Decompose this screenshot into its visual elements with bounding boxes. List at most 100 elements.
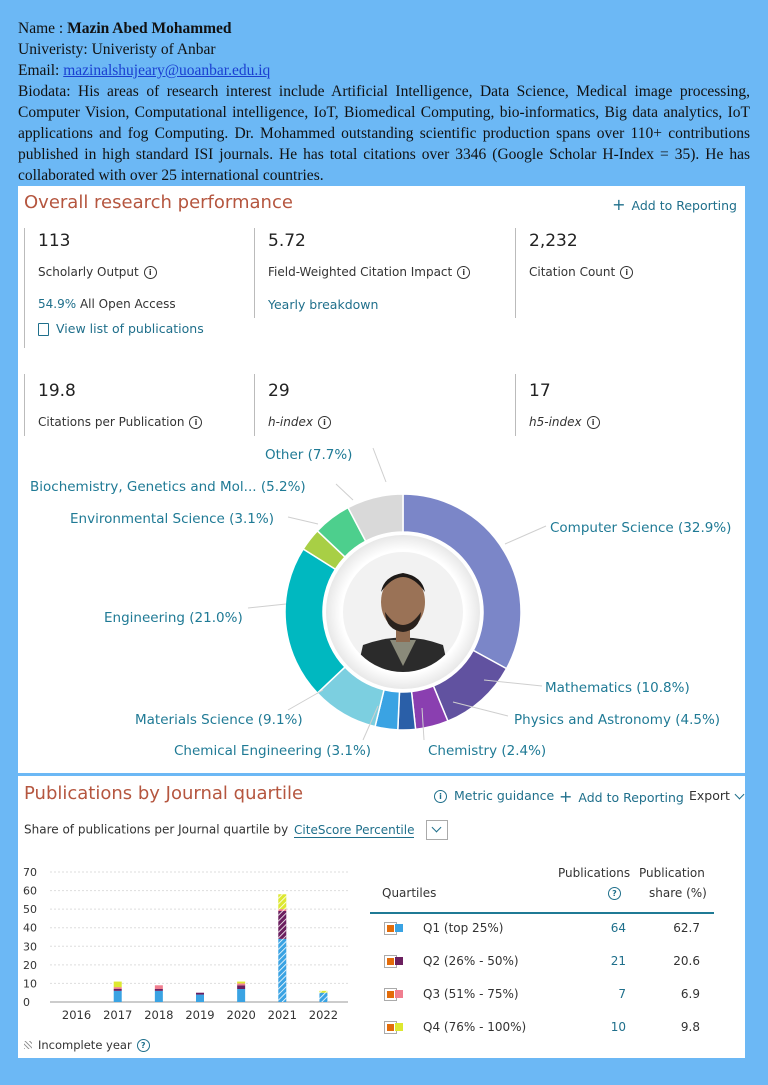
- plus-icon: +: [559, 787, 573, 806]
- donut-slice-other[interactable]: [346, 493, 404, 543]
- incomplete-year-note: Incomplete year?: [24, 1038, 150, 1052]
- metric-citations-per-publication: 19.8 Citations per Publication i: [38, 381, 203, 429]
- select-dropdown-button[interactable]: [426, 820, 449, 840]
- quartile-table-header: Quartiles Publications ? Publication sha…: [370, 866, 714, 914]
- incomplete-hatch: [278, 909, 287, 911]
- author-photo: [326, 535, 480, 689]
- bar-segment-2017-q2[interactable]: [113, 989, 122, 991]
- email-line: Email: mazinalshujeary@uoanbar.edu.iq: [18, 60, 750, 81]
- donut-label-computer-science: Computer Science (32.9%): [550, 520, 732, 536]
- donut-label-chemistry: Chemistry (2.4%): [428, 743, 547, 759]
- info-icon[interactable]: i: [317, 416, 331, 429]
- bar-segment-2017-q4[interactable]: [113, 981, 122, 988]
- donut-leader-line: [372, 447, 387, 483]
- x-tick-label: 2018: [144, 1008, 173, 1022]
- add-to-reporting-button[interactable]: + Add to Reporting: [612, 195, 737, 214]
- plus-icon: +: [612, 195, 626, 214]
- y-tick-label: 70: [23, 866, 37, 879]
- quartile-title: Publications by Journal quartile: [24, 783, 304, 804]
- info-icon[interactable]: i: [457, 266, 471, 279]
- bar-segment-2018-q2[interactable]: [154, 989, 163, 991]
- publication-share: 9.8: [680, 1020, 700, 1034]
- metric-label: Field-Weighted Citation Impact: [268, 265, 453, 279]
- export-label: Export: [689, 788, 730, 803]
- quartile-row: Q3 (51% - 75%) 7 6.9: [370, 979, 714, 1012]
- publications-count[interactable]: 7: [618, 987, 626, 1001]
- citescore-select[interactable]: CiteScore Percentile: [294, 822, 415, 838]
- bar-segment-2020-q3[interactable]: [237, 983, 246, 986]
- bio-section: Name : Mazin Abed Mohammed Univeristy: U…: [18, 18, 750, 186]
- y-tick-label: 0: [23, 996, 30, 1009]
- x-tick-label: 2019: [185, 1008, 214, 1022]
- open-access-pct: 54.9%: [38, 297, 77, 311]
- metric-guidance-link[interactable]: i Metric guidance: [434, 788, 554, 803]
- chevron-down-icon: [734, 789, 745, 800]
- incomplete-hatch: [278, 938, 287, 1002]
- export-dropdown[interactable]: Export: [689, 788, 745, 803]
- quartile-label: Q4 (76% - 100%): [423, 1020, 527, 1034]
- donut-leader-line: [287, 516, 319, 525]
- add-to-reporting-label: Add to Reporting: [631, 198, 737, 213]
- donut-slice-computer-science[interactable]: [402, 493, 522, 670]
- bar-segment-2018-q3[interactable]: [154, 985, 163, 989]
- donut-leader-line: [247, 603, 287, 609]
- metric-label: Citations per Publication: [38, 415, 185, 429]
- info-icon[interactable]: ?: [608, 887, 621, 900]
- info-icon[interactable]: i: [586, 416, 600, 429]
- donut-label-mathematics: Mathematics (10.8%): [545, 680, 690, 696]
- metric-h-index: 29 h-index i: [268, 381, 331, 429]
- quartile-row: Q4 (76% - 100%) 10 9.8: [370, 1012, 714, 1045]
- incomplete-hatch: [319, 990, 328, 993]
- quartile-row: Q2 (26% - 50%) 21 20.6: [370, 946, 714, 979]
- subject-area-panel: Other (7.7%) Biochemistry, Genetics and …: [18, 440, 745, 773]
- metric-label: h5-index: [529, 415, 582, 429]
- metric-value: 29: [268, 381, 290, 401]
- quartile-label: Q3 (51% - 75%): [423, 987, 519, 1001]
- yearly-breakdown-link[interactable]: Yearly breakdown: [268, 297, 379, 312]
- y-tick-label: 50: [23, 903, 37, 916]
- donut-label-materials-science: Materials Science (9.1%): [135, 712, 303, 728]
- donut-leader-line: [452, 701, 509, 717]
- info-icon[interactable]: i: [189, 416, 203, 429]
- bar-segment-2017-q1[interactable]: [113, 990, 122, 1002]
- incomplete-year-label: Incomplete year: [38, 1038, 132, 1052]
- bar-segment-2017-q3[interactable]: [113, 987, 122, 989]
- hatch-icon: [24, 1041, 32, 1049]
- bar-segment-2019-q2[interactable]: [196, 992, 204, 995]
- incomplete-hatch: [278, 894, 287, 910]
- y-tick-label: 60: [23, 885, 37, 898]
- bar-segment-2018-q1[interactable]: [154, 990, 163, 1002]
- publications-count[interactable]: 10: [610, 1020, 626, 1034]
- incomplete-hatch: [319, 992, 328, 1002]
- donut-leader-line: [421, 707, 425, 741]
- bar-segment-2020-q4[interactable]: [237, 981, 246, 984]
- bar-segment-2020-q2[interactable]: [237, 985, 246, 989]
- email-link[interactable]: mazinalshujeary@uoanbar.edu.iq: [63, 62, 271, 79]
- name-label: Name :: [18, 20, 68, 37]
- publications-count[interactable]: 64: [610, 921, 626, 935]
- x-tick-label: 2017: [103, 1008, 132, 1022]
- info-icon: i: [434, 790, 447, 803]
- donut-label-biochemistry: Biochemistry, Genetics and Mol... (5.2%): [30, 479, 306, 495]
- open-access-line: 54.9% All Open Access: [38, 297, 204, 311]
- bar-segment-2020-q1[interactable]: [237, 989, 246, 1002]
- bar-segment-2019-q1[interactable]: [196, 994, 204, 1002]
- view-list-link[interactable]: View list of publications: [38, 321, 204, 336]
- info-icon[interactable]: i: [620, 266, 634, 279]
- divider: [24, 228, 25, 348]
- info-icon[interactable]: i: [143, 266, 157, 279]
- publications-count[interactable]: 21: [610, 954, 626, 968]
- open-access-label: All Open Access: [76, 297, 176, 311]
- overall-performance-panel: Overall research performance + Add to Rep…: [18, 186, 745, 440]
- donut-leader-line: [483, 679, 543, 687]
- col-share: Publication: [639, 866, 705, 880]
- metric-h5-index: 17 h5-index i: [529, 381, 600, 429]
- email-label: Email:: [18, 62, 64, 79]
- info-icon[interactable]: ?: [136, 1039, 150, 1052]
- quartile-label: Q2 (26% - 50%): [423, 954, 519, 968]
- metric-value: 5.72: [268, 231, 306, 251]
- add-to-reporting-button[interactable]: + Add to Reporting: [559, 787, 684, 806]
- share-label: Share of publications per Journal quarti…: [24, 822, 289, 837]
- donut-label-engineering: Engineering (21.0%): [104, 610, 243, 626]
- y-tick-label: 10: [23, 977, 37, 990]
